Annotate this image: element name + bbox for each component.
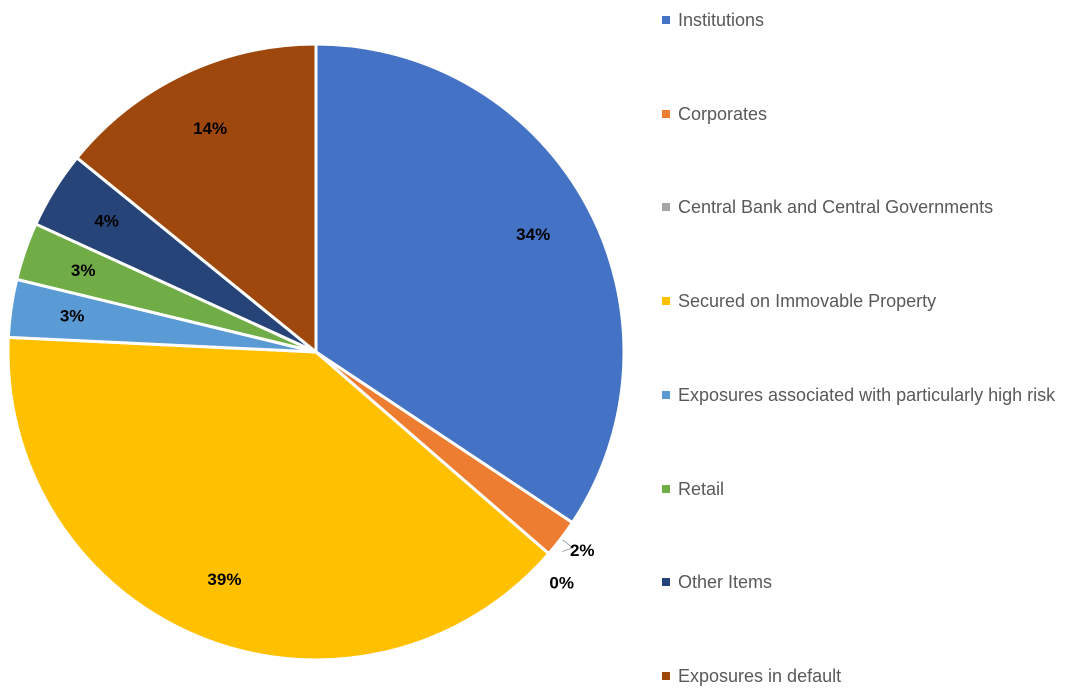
legend-item: Other Items	[662, 569, 1057, 595]
legend-item: Central Bank and Central Governments	[662, 194, 1057, 220]
data-label: 3%	[71, 261, 96, 280]
legend-label: Central Bank and Central Governments	[678, 197, 994, 218]
legend-swatch	[662, 109, 670, 118]
legend-swatch	[662, 390, 670, 399]
pie-slice	[74, 42, 318, 356]
legend-label: Corporates	[678, 103, 768, 124]
legend-swatch	[662, 203, 670, 212]
data-label: 2%	[570, 541, 595, 560]
pie-slice	[6, 335, 551, 662]
legend-swatch	[662, 484, 670, 493]
data-label: 3%	[60, 306, 85, 325]
data-label: 34%	[516, 225, 550, 244]
legend-item: Retail	[662, 476, 1057, 502]
data-label: 4%	[94, 212, 119, 231]
legend: Institutions Corporates Central Bank and C…	[662, 0, 1062, 689]
data-label: 0%	[549, 573, 574, 592]
chart: 34% 2% 0% 39% 3% 3% 4% 14%	[6, 42, 626, 662]
legend-swatch	[662, 297, 670, 306]
legend-label: Retail	[678, 478, 725, 499]
legend-item: Exposures associated with particularly h…	[662, 382, 1057, 408]
legend-swatch	[662, 578, 670, 587]
legend-label: Secured on Immovable Property	[678, 291, 937, 312]
legend-item: Exposures in default	[662, 663, 1057, 689]
legend-label: Exposures in default	[678, 665, 842, 686]
legend-item: Institutions	[662, 7, 1057, 33]
legend-label: Other Items	[678, 572, 773, 593]
data-label: 39%	[207, 570, 241, 589]
legend-label: Exposures associated with particularly h…	[678, 384, 1056, 405]
data-label: 14%	[193, 119, 227, 138]
legend-item: Corporates	[662, 101, 1057, 127]
leader-line	[562, 539, 574, 553]
legend-swatch	[662, 671, 670, 680]
legend-swatch	[662, 16, 670, 24]
legend-item: Secured on Immovable Property	[662, 288, 1057, 314]
legend-label: Institutions	[678, 10, 765, 30]
